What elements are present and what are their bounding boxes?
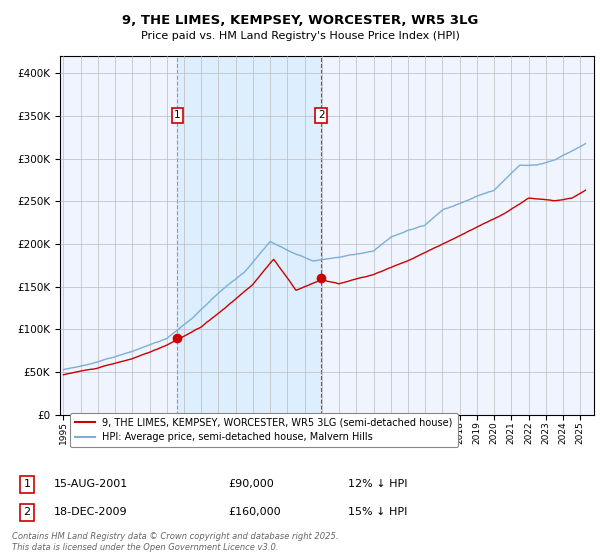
Text: 1: 1 — [23, 479, 31, 489]
Text: 15-AUG-2001: 15-AUG-2001 — [54, 479, 128, 489]
Text: Price paid vs. HM Land Registry's House Price Index (HPI): Price paid vs. HM Land Registry's House … — [140, 31, 460, 41]
Text: 1: 1 — [174, 110, 181, 120]
Text: Contains HM Land Registry data © Crown copyright and database right 2025.
This d: Contains HM Land Registry data © Crown c… — [12, 532, 338, 552]
Text: 15% ↓ HPI: 15% ↓ HPI — [348, 507, 407, 517]
Bar — [178, 56, 321, 415]
Text: 12% ↓ HPI: 12% ↓ HPI — [348, 479, 407, 489]
Text: 18-DEC-2009: 18-DEC-2009 — [54, 507, 128, 517]
Text: 2: 2 — [23, 507, 31, 517]
Text: 2: 2 — [318, 110, 325, 120]
Text: £160,000: £160,000 — [228, 507, 281, 517]
Legend: 9, THE LIMES, KEMPSEY, WORCESTER, WR5 3LG (semi-detached house), HPI: Average pr: 9, THE LIMES, KEMPSEY, WORCESTER, WR5 3L… — [70, 413, 458, 447]
Text: £90,000: £90,000 — [228, 479, 274, 489]
Text: 9, THE LIMES, KEMPSEY, WORCESTER, WR5 3LG: 9, THE LIMES, KEMPSEY, WORCESTER, WR5 3L… — [122, 14, 478, 27]
